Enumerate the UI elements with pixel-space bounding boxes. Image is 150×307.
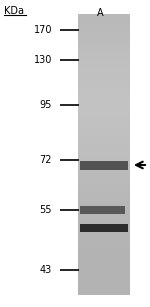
Bar [78,229,130,239]
Bar [78,98,130,108]
Bar [78,33,130,42]
Bar [78,276,130,286]
Bar [78,80,130,89]
Bar [78,14,130,23]
Bar [78,14,130,295]
Bar [78,220,130,229]
Bar [78,70,130,80]
Text: 55: 55 [39,205,52,215]
Text: 170: 170 [33,25,52,35]
Bar [78,173,130,183]
Text: 95: 95 [40,100,52,110]
Bar [78,201,130,211]
Bar [78,164,130,173]
Bar [78,52,130,61]
Bar [78,136,130,145]
Bar [78,192,130,201]
Bar [78,145,130,154]
Bar [78,117,130,126]
Text: A: A [97,8,103,18]
Bar [78,89,130,98]
Bar [78,248,130,258]
Bar [78,286,130,295]
Bar [78,61,130,70]
Text: 72: 72 [39,155,52,165]
Bar [78,183,130,192]
Bar [78,23,130,33]
Text: KDa: KDa [4,6,24,16]
Bar [78,211,130,220]
Bar [80,206,125,214]
Bar [78,239,130,248]
Bar [78,42,130,52]
Text: 43: 43 [40,265,52,275]
Bar [80,224,128,232]
Bar [78,258,130,267]
Bar [78,126,130,136]
Bar [78,108,130,117]
Text: 130: 130 [34,55,52,65]
Bar [80,161,128,169]
Bar [78,154,130,164]
Bar [78,267,130,276]
